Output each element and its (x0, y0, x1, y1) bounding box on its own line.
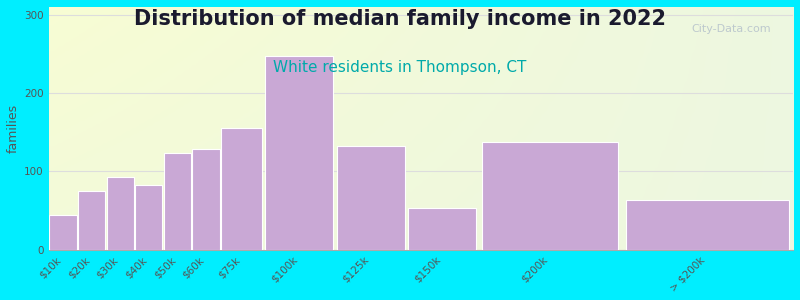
Bar (337, 146, 405, 250)
Y-axis label: families: families (7, 104, 20, 153)
Bar (222, 128, 262, 250)
Bar (408, 208, 476, 250)
Bar (78, 191, 105, 250)
Bar (626, 200, 789, 250)
Text: Distribution of median family income in 2022: Distribution of median family income in … (134, 9, 666, 29)
Bar (164, 153, 191, 250)
Bar (50, 214, 77, 250)
Bar (482, 142, 618, 250)
Bar (106, 177, 134, 250)
Bar (135, 185, 162, 250)
Bar (193, 149, 220, 250)
Text: City-Data.com: City-Data.com (691, 24, 770, 34)
Text: White residents in Thompson, CT: White residents in Thompson, CT (274, 60, 526, 75)
Bar (265, 56, 333, 250)
